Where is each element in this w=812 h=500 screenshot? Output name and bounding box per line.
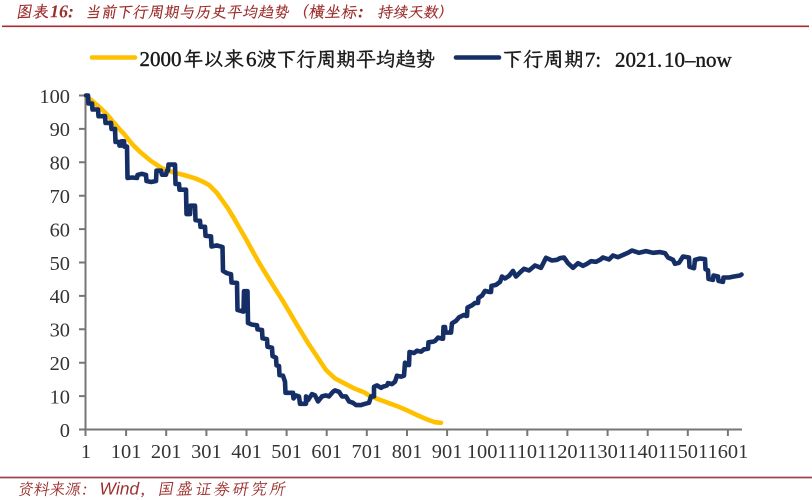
svg-text:90: 90 xyxy=(50,119,70,141)
svg-text:1601: 1601 xyxy=(708,441,749,463)
svg-text:1: 1 xyxy=(81,441,91,463)
svg-text:0: 0 xyxy=(60,420,70,442)
svg-text:901: 901 xyxy=(432,441,463,463)
svg-text:70: 70 xyxy=(50,186,70,208)
svg-text:301: 301 xyxy=(191,441,222,463)
svg-text:801: 801 xyxy=(392,441,423,463)
svg-text:60: 60 xyxy=(50,219,70,241)
svg-text:701: 701 xyxy=(352,441,383,463)
svg-text:10: 10 xyxy=(50,386,70,408)
svg-text:1501: 1501 xyxy=(667,441,708,463)
svg-text:501: 501 xyxy=(271,441,302,463)
svg-text:401: 401 xyxy=(231,441,262,463)
svg-text:601: 601 xyxy=(311,441,342,463)
svg-text:1201: 1201 xyxy=(547,441,588,463)
svg-text:80: 80 xyxy=(50,153,70,175)
svg-text:201: 201 xyxy=(151,441,182,463)
svg-text:20: 20 xyxy=(50,353,70,375)
svg-text:1301: 1301 xyxy=(587,441,628,463)
svg-text:100: 100 xyxy=(39,86,70,108)
svg-text:1401: 1401 xyxy=(627,441,668,463)
svg-text:1101: 1101 xyxy=(507,441,547,463)
svg-text:101: 101 xyxy=(111,441,142,463)
svg-text:1001: 1001 xyxy=(467,441,508,463)
svg-text:40: 40 xyxy=(50,286,70,308)
svg-text:30: 30 xyxy=(50,320,70,342)
svg-text:50: 50 xyxy=(50,253,70,275)
